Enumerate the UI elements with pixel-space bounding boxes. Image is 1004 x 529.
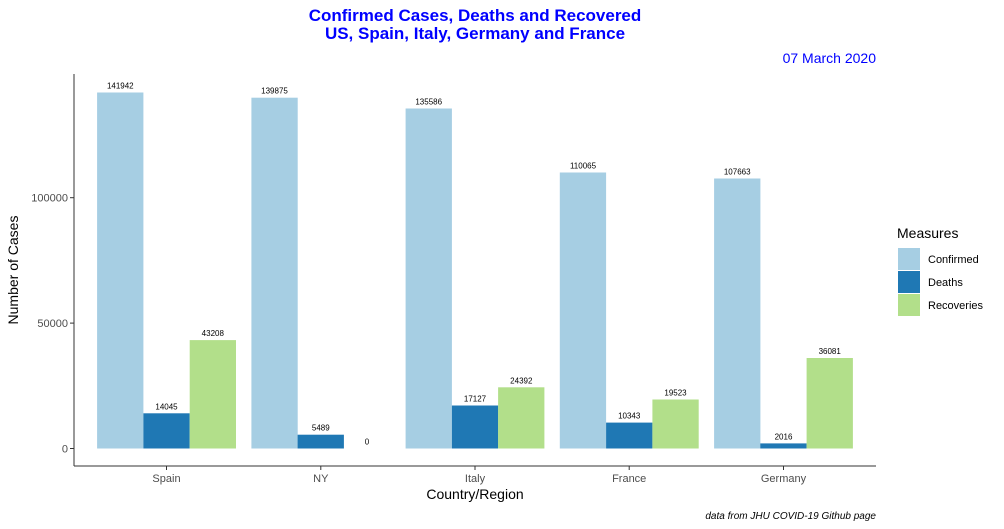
chart-title-line2: US, Spain, Italy, Germany and France [325,24,625,43]
y-tick-label-0: 0 [62,444,68,456]
y-tick-label-100000: 100000 [31,193,68,205]
x-tick-label-germany: Germany [761,473,807,485]
y-axis-title: Number of Cases [5,216,21,325]
bar-confirmed-ny [251,97,298,449]
x-axis-title: Country/Region [426,486,523,502]
data-label-confirmed-france: 110065 [570,162,597,171]
bar-deaths-france [606,422,653,449]
y-tick-label-50000: 50000 [37,318,68,330]
data-label-deaths-italy: 17127 [464,395,487,404]
bar-deaths-ny [297,434,344,449]
bar-confirmed-germany [714,178,761,449]
data-label-confirmed-italy: 135586 [415,98,442,107]
chart-title-line1: Confirmed Cases, Deaths and Recovered [309,6,642,25]
bar-deaths-spain [143,413,190,449]
data-label-recoveries-germany: 36081 [819,347,842,356]
bar-confirmed-spain [97,92,144,449]
bar-deaths-italy [451,405,499,449]
data-label-recoveries-spain: 43208 [202,329,225,338]
legend-label-confirmed: Confirmed [928,254,979,266]
bar-recoveries-spain [189,340,236,449]
bar-confirmed-france [559,172,607,449]
data-label-recoveries-italy: 24392 [510,376,533,385]
legend-label-recoveries: Recoveries [928,300,984,312]
legend: Measures Confirmed Deaths Recoveries [897,225,984,316]
bar-deaths-germany [760,443,807,449]
data-label-deaths-france: 10343 [618,412,641,421]
bar-confirmed-italy [405,108,452,449]
data-label-recoveries-france: 19523 [664,389,687,398]
bar-recoveries-france [652,399,699,449]
x-tick-label-spain: Spain [152,473,180,485]
x-tick-label-italy: Italy [465,473,486,485]
legend-label-deaths: Deaths [928,277,963,289]
data-label-deaths-germany: 2016 [775,432,793,441]
plot-area: 141942 14045 43208 139875 5489 0 135586 17127 24… [97,82,853,449]
bar-recoveries-italy [498,387,545,449]
legend-swatch-recoveries [898,294,920,316]
bar-recoveries-germany [806,358,853,449]
data-label-confirmed-ny: 139875 [261,87,288,96]
chart-date-label: 07 March 2020 [783,50,877,66]
data-label-confirmed-germany: 107663 [724,168,751,177]
data-label-deaths-ny: 5489 [312,424,330,433]
x-tick-label-ny: NY [313,473,329,485]
data-label-confirmed-spain: 141942 [107,82,134,91]
data-label-recoveries-ny: 0 [365,438,370,447]
legend-swatch-confirmed [898,248,920,270]
data-label-deaths-spain: 14045 [155,402,178,411]
x-tick-label-france: France [612,473,646,485]
chart-caption: data from JHU COVID-19 Github page [705,511,876,522]
legend-swatch-deaths [898,271,920,293]
legend-title: Measures [897,225,958,241]
